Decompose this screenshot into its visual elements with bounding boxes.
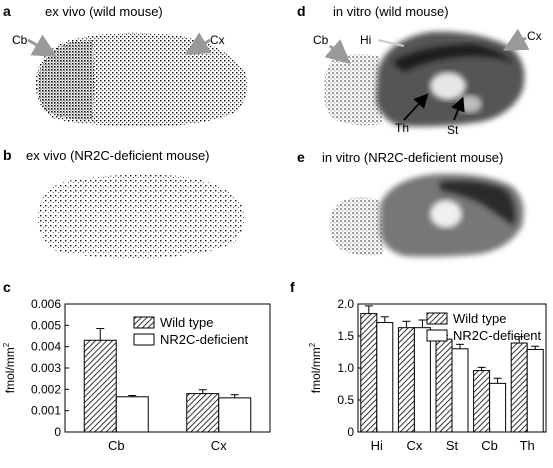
chart-c: 0 0.001 0.002 0.003 0.004 0.005 0.006 fmol/mm2 C… (2, 297, 271, 453)
legend-label-nr2c-deficient: NR2C-deficient (160, 332, 249, 347)
panel-letter-a: a (3, 3, 11, 19)
legend-label-wild-type: Wild type (453, 311, 506, 326)
bar-nr2c-deficient (218, 397, 252, 433)
panel-letter-c: c (3, 279, 11, 295)
panel-a: a ex vivo (wild mouse) Cb Cx (3, 3, 248, 127)
label-cb-a: Cb (12, 33, 28, 47)
label-cx-a: Cx (210, 33, 225, 47)
bar-wild-type (435, 338, 453, 433)
brain-section-a (35, 32, 248, 127)
x-tick-label: St (446, 438, 459, 453)
arrow-st-d (451, 96, 465, 121)
panel-caption-b: ex vivo (NR2C-deficient mouse) (26, 148, 210, 163)
y-tick-label: 1.5 (337, 329, 354, 343)
bar-wild-type (510, 342, 528, 433)
bar-nr2c-deficient (451, 348, 469, 433)
arrow-th-d (403, 93, 429, 121)
panel-letter-f: f (290, 279, 295, 295)
chart-f: 0 0.5 1.0 1.5 2.0 fmol/mm2 Hi Cx St Cb Th Wild type… (308, 297, 547, 453)
x-tick-label: Cx (406, 438, 422, 453)
y-tick-label: 0.006 (31, 297, 61, 311)
bar-nr2c-deficient (413, 327, 431, 433)
legend-swatch-wild-type (133, 316, 155, 329)
arrow-cx-a (184, 32, 212, 56)
label-cx-d: Cx (527, 29, 542, 43)
bar-wild-type (186, 393, 220, 433)
bar-wild-type (397, 327, 415, 433)
panel-d: d in vitro (wild mouse) Cb Hi Cx Th St (297, 3, 542, 137)
bar-wild-type (83, 339, 117, 433)
bar-nr2c-deficient (489, 382, 507, 433)
legend-label-wild-type: Wild type (160, 315, 213, 330)
label-st-d: St (447, 123, 459, 137)
x-tick-label: Cb (108, 438, 125, 453)
y-tick-label: 0 (347, 425, 354, 439)
bar-wild-type (360, 313, 378, 433)
panel-letter-b: b (3, 147, 12, 163)
y-tick-label: 0.005 (31, 318, 61, 332)
y-tick-label: 0.004 (31, 340, 61, 354)
bar-nr2c-deficient (115, 396, 149, 433)
y-tick-label: 0.003 (31, 361, 61, 375)
brain-section-e (329, 173, 524, 257)
x-tick-label: Hi (371, 438, 383, 453)
panel-c: c 0 0.001 0.002 0.003 0.004 0.005 0.006 fmol/mm… (2, 279, 271, 453)
panel-caption-a: ex vivo (wild mouse) (45, 4, 163, 19)
legend-swatch-wild-type (426, 312, 448, 325)
label-hi-d: Hi (360, 33, 371, 47)
bar-nr2c-deficient (526, 348, 544, 433)
label-cb-d: Cb (313, 33, 329, 47)
panel-f: f 0 0.5 1.0 1.5 2.0 fmol/mm2 Hi Cx St Cb Th Wild ty… (290, 279, 547, 453)
legend-swatch-nr2c-deficient (426, 329, 448, 342)
x-tick-label: Cx (211, 438, 227, 453)
panel-letter-d: d (297, 3, 306, 19)
panel-caption-d: in vitro (wild mouse) (333, 4, 449, 19)
y-axis-label: fmol/mm2 (308, 342, 323, 393)
brain-section-d (324, 31, 525, 127)
bar-nr2c-deficient (376, 322, 394, 433)
panel-b: b ex vivo (NR2C-deficient mouse) (3, 147, 245, 258)
panel-caption-e: in vitro (NR2C-deficient mouse) (322, 150, 503, 165)
y-tick-label: 0 (54, 425, 61, 439)
x-tick-label: Cb (481, 438, 498, 453)
legend-swatch-nr2c-deficient (133, 333, 155, 346)
y-tick-label: 2.0 (337, 297, 354, 311)
panel-e: e in vitro (NR2C-deficient mouse) (297, 149, 524, 257)
x-tick-label: Th (520, 438, 535, 453)
y-axis-label: fmol/mm2 (2, 342, 17, 393)
y-tick-label: 0.001 (31, 404, 61, 418)
arrow-cb-d (324, 39, 351, 64)
legend-label-nr2c-deficient: NR2C-deficient (453, 328, 542, 343)
brain-section-b (37, 174, 245, 258)
y-tick-label: 1.0 (337, 361, 354, 375)
y-tick-label: 0.5 (337, 393, 354, 407)
arrow-cb-a (27, 34, 58, 58)
pointer-hi-d (377, 39, 405, 47)
label-th-d: Th (395, 121, 409, 135)
bar-wild-type (473, 370, 491, 433)
y-tick-label: 0.002 (31, 382, 61, 396)
panel-letter-e: e (297, 149, 305, 165)
arrow-cx-d (502, 28, 530, 51)
